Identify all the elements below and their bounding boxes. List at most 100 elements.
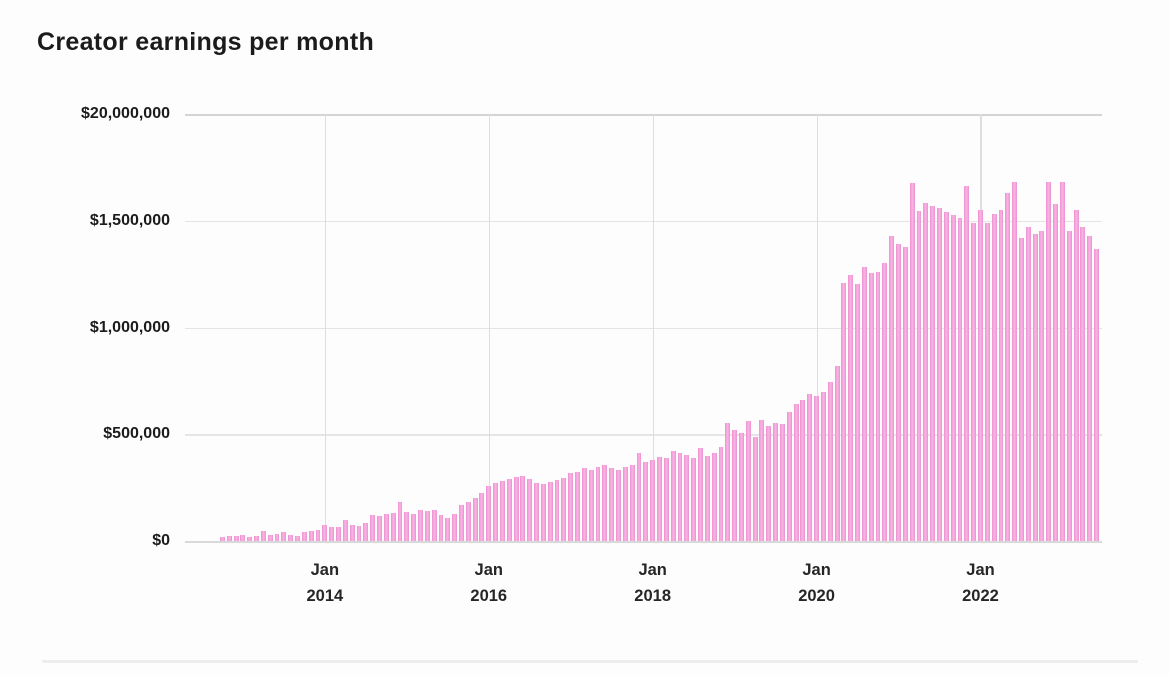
bar xyxy=(616,469,621,541)
bar xyxy=(677,452,683,541)
bar xyxy=(684,454,690,541)
bar xyxy=(663,458,669,541)
bar xyxy=(534,482,539,541)
y-tick-label: $0 xyxy=(152,532,170,549)
bar xyxy=(861,266,867,541)
bar xyxy=(725,423,731,541)
v-gridline xyxy=(816,114,819,541)
bar xyxy=(458,505,464,541)
bar xyxy=(1046,182,1052,541)
bar xyxy=(670,450,676,541)
bar xyxy=(267,534,273,541)
bar xyxy=(739,433,744,541)
x-tick-year: 2022 xyxy=(962,587,999,605)
x-tick-month: Jan xyxy=(310,561,340,579)
bar xyxy=(281,532,287,541)
h-gridline xyxy=(185,541,1102,543)
bars-layer xyxy=(185,114,1102,541)
bar xyxy=(964,185,970,541)
chart-title: Creator earnings per month xyxy=(37,28,375,56)
y-tick-label: $1,500,000 xyxy=(89,211,170,229)
bar xyxy=(814,395,820,541)
bar xyxy=(240,535,246,541)
bar xyxy=(1066,231,1072,541)
bar xyxy=(581,468,587,541)
bar xyxy=(1005,193,1011,541)
bar xyxy=(486,485,492,541)
bar xyxy=(957,217,963,541)
bar xyxy=(978,210,983,541)
bar xyxy=(540,484,546,541)
x-tick-label: Jan 2018 xyxy=(605,557,701,609)
h-gridline xyxy=(185,327,1102,329)
v-gridline xyxy=(324,114,327,541)
bar xyxy=(561,478,567,541)
bar xyxy=(554,479,560,541)
bar xyxy=(1094,248,1100,541)
bar xyxy=(452,514,458,541)
bar xyxy=(800,400,806,541)
bar xyxy=(336,526,341,541)
bar xyxy=(1073,210,1079,541)
bar xyxy=(568,473,574,541)
x-tick-label: Jan 2014 xyxy=(277,557,373,609)
bar xyxy=(397,501,403,541)
bar xyxy=(698,448,703,541)
bar xyxy=(342,520,348,541)
bar xyxy=(602,465,608,541)
bar xyxy=(308,530,314,541)
x-tick-year: 2016 xyxy=(470,587,508,605)
bar xyxy=(1053,203,1059,541)
bar xyxy=(1087,235,1093,541)
bar xyxy=(260,531,266,541)
bar xyxy=(916,211,922,541)
bar xyxy=(779,423,785,541)
x-tick-month: Jan xyxy=(966,561,995,579)
bar xyxy=(424,510,430,541)
bar xyxy=(923,202,929,541)
bar xyxy=(1012,182,1018,541)
bar xyxy=(896,244,901,541)
bar xyxy=(513,477,519,541)
bar xyxy=(807,393,813,541)
bar xyxy=(773,422,779,541)
bar xyxy=(493,483,499,541)
bar xyxy=(431,510,437,541)
bar xyxy=(827,381,833,541)
bar xyxy=(841,282,847,541)
bar xyxy=(971,222,977,541)
h-gridline xyxy=(185,434,1102,436)
bar xyxy=(629,465,635,541)
bar xyxy=(998,210,1004,541)
bar xyxy=(588,469,594,541)
bar xyxy=(315,529,321,541)
bar xyxy=(520,476,526,541)
bar xyxy=(1080,227,1086,541)
bar xyxy=(288,534,294,541)
bar xyxy=(1019,237,1024,541)
bar xyxy=(527,479,533,541)
bar xyxy=(595,466,601,541)
bar xyxy=(349,525,355,541)
bar xyxy=(390,513,396,541)
y-tick-label: $20,000,000 xyxy=(81,105,170,122)
bar xyxy=(219,536,225,541)
bar xyxy=(650,460,656,541)
bar xyxy=(247,536,253,541)
x-tick-month: Jan xyxy=(474,561,503,579)
bar xyxy=(991,214,997,541)
x-tick-label: Jan 2016 xyxy=(441,557,537,609)
y-tick-label: $1,000,000 xyxy=(89,318,170,336)
bar xyxy=(711,453,717,541)
bar xyxy=(691,458,697,541)
plot-area xyxy=(185,114,1102,543)
bar xyxy=(752,437,758,541)
bar xyxy=(356,526,362,541)
bar xyxy=(643,461,649,541)
bar xyxy=(233,536,239,541)
bar xyxy=(902,247,908,541)
bar xyxy=(766,425,772,541)
bar xyxy=(506,478,512,541)
bar xyxy=(984,222,990,541)
